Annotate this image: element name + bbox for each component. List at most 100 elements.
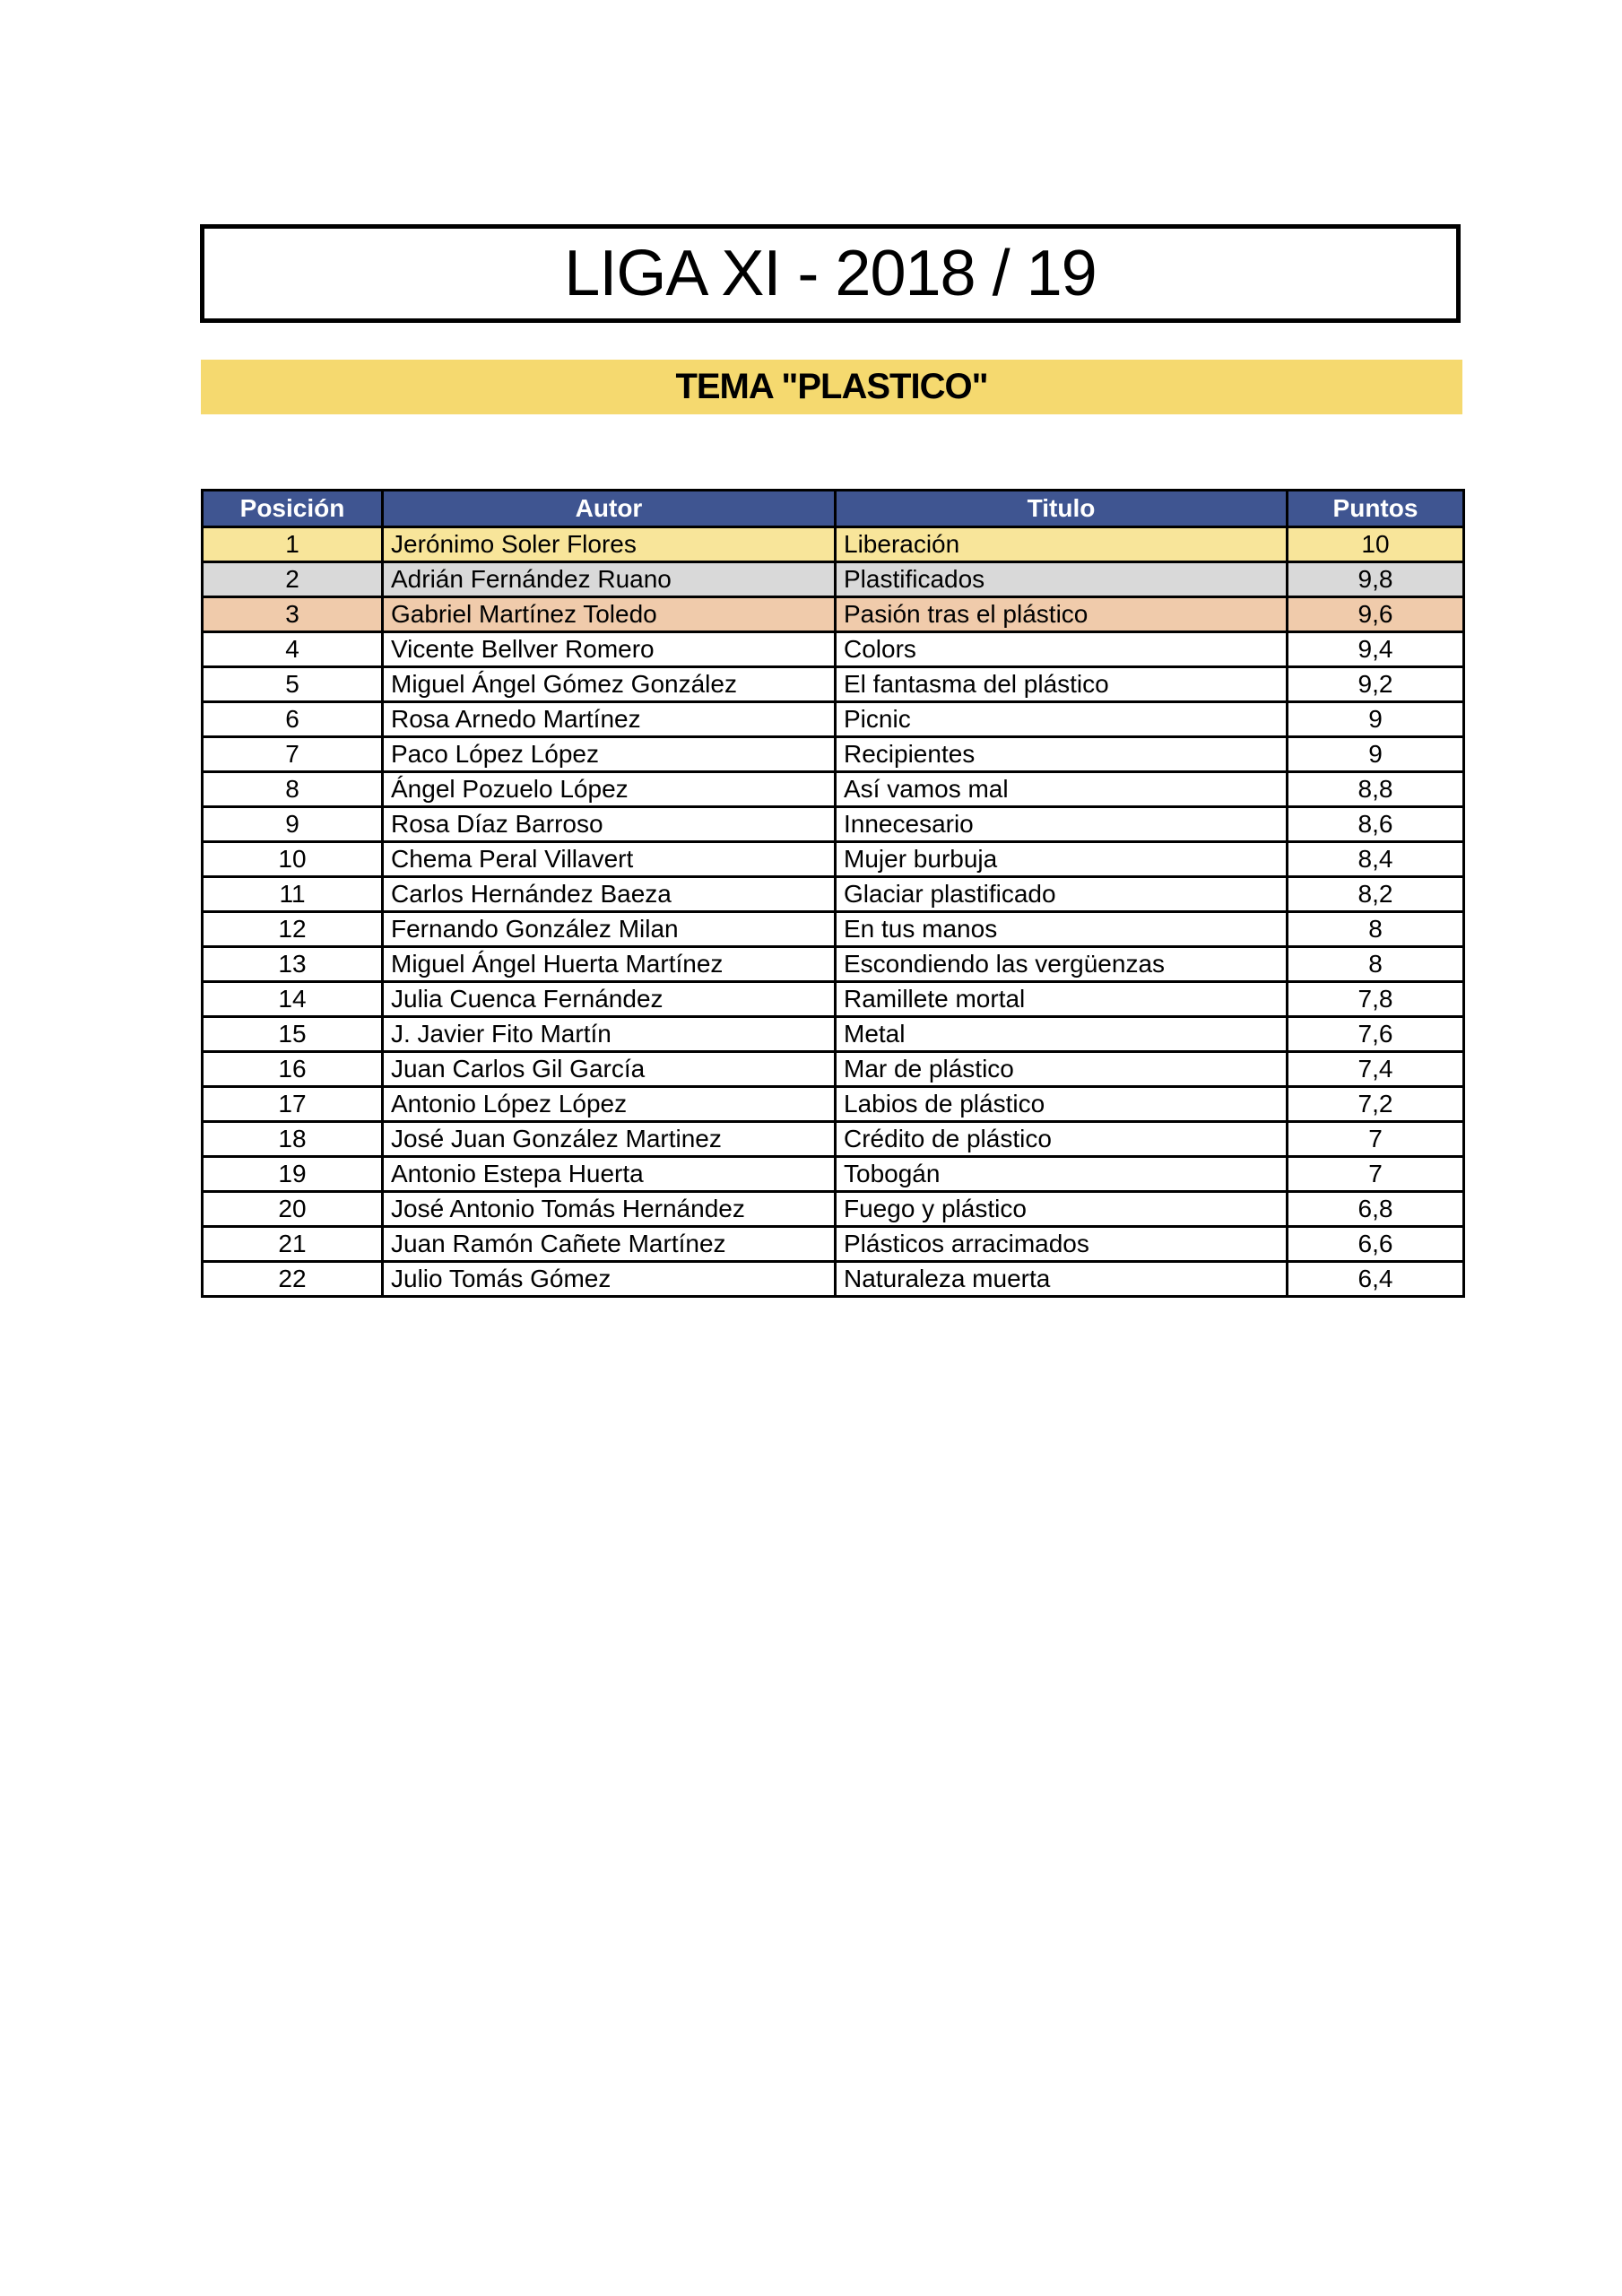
author-cell: Julio Tomás Gómez [381,1260,837,1298]
author-cell: Juan Carlos Gil García [381,1050,837,1088]
title-cell: Crédito de plástico [834,1120,1288,1158]
points-cell: 6,6 [1286,1225,1465,1263]
table-row: 13 Miguel Ángel Huerta Martínez Escondiend… [201,945,1465,983]
points-cell: 8 [1286,945,1465,983]
position-cell: 19 [201,1155,384,1193]
table-row: 18 José Juan González Martinez Crédito de … [201,1120,1465,1158]
table-row: 1 Jerónimo Soler Flores Liberación 10 [201,526,1465,563]
header-posicion: Posición [201,489,384,528]
points-cell: 6,8 [1286,1190,1465,1228]
title-cell: Ramillete mortal [834,980,1288,1018]
author-cell: Ángel Pozuelo López [381,770,837,808]
points-cell: 9,2 [1286,665,1465,703]
header-autor: Autor [381,489,837,528]
position-cell: 7 [201,735,384,773]
theme-banner: TEMA "PLASTICO" [201,360,1462,414]
position-cell: 1 [201,526,384,563]
position-cell: 10 [201,840,384,878]
table-row: 17 Antonio López López Labios de plástico 7… [201,1085,1465,1123]
points-cell: 9,8 [1286,561,1465,598]
author-cell: Julia Cuenca Fernández [381,980,837,1018]
position-cell: 13 [201,945,384,983]
table-row: 3 Gabriel Martínez Toledo Pasión tras el p… [201,596,1465,633]
title-cell: Tobogán [834,1155,1288,1193]
position-cell: 9 [201,805,384,843]
points-cell: 9 [1286,700,1465,738]
title-cell: Liberación [834,526,1288,563]
position-cell: 18 [201,1120,384,1158]
author-cell: José Antonio Tomás Hernández [381,1190,837,1228]
author-cell: Chema Peral Villavert [381,840,837,878]
position-cell: 2 [201,561,384,598]
author-cell: Paco López López [381,735,837,773]
position-cell: 11 [201,875,384,913]
table-row: 20 José Antonio Tomás Hernández Fuego y pl… [201,1190,1465,1228]
author-cell: Adrián Fernández Ruano [381,561,837,598]
points-cell: 7 [1286,1155,1465,1193]
table-row: 6 Rosa Arnedo Martínez Picnic 9 [201,700,1465,738]
position-cell: 8 [201,770,384,808]
table-row: 10 Chema Peral Villavert Mujer burbuja 8,4 [201,840,1465,878]
position-cell: 20 [201,1190,384,1228]
position-cell: 16 [201,1050,384,1088]
position-cell: 15 [201,1015,384,1053]
table-row: 15 J. Javier Fito Martín Metal 7,6 [201,1015,1465,1053]
title-cell: Mar de plástico [834,1050,1288,1088]
author-cell: José Juan González Martinez [381,1120,837,1158]
title-cell: Así vamos mal [834,770,1288,808]
title-cell: Glaciar plastificado [834,875,1288,913]
table-row: 5 Miguel Ángel Gómez González El fantasma … [201,665,1465,703]
position-cell: 5 [201,665,384,703]
points-cell: 9 [1286,735,1465,773]
table-row: 7 Paco López López Recipientes 9 [201,735,1465,773]
title-cell: Recipientes [834,735,1288,773]
position-cell: 21 [201,1225,384,1263]
title-cell: Metal [834,1015,1288,1053]
title-cell: Fuego y plástico [834,1190,1288,1228]
title-cell: En tus manos [834,910,1288,948]
author-cell: J. Javier Fito Martín [381,1015,837,1053]
table-row: 2 Adrián Fernández Ruano Plastificados 9,8 [201,561,1465,598]
points-cell: 7,8 [1286,980,1465,1018]
points-cell: 7,4 [1286,1050,1465,1088]
author-cell: Rosa Arnedo Martínez [381,700,837,738]
author-cell: Carlos Hernández Baeza [381,875,837,913]
author-cell: Rosa Díaz Barroso [381,805,837,843]
position-cell: 12 [201,910,384,948]
author-cell: Miguel Ángel Gómez González [381,665,837,703]
title-cell: Labios de plástico [834,1085,1288,1123]
table-row: 14 Julia Cuenca Fernández Ramillete mortal… [201,980,1465,1018]
points-cell: 7,6 [1286,1015,1465,1053]
table-row: 22 Julio Tomás Gómez Naturaleza muerta 6,4 [201,1260,1465,1298]
table-row: 21 Juan Ramón Cañete Martínez Plásticos ar… [201,1225,1465,1263]
title-cell: Naturaleza muerta [834,1260,1288,1298]
points-cell: 10 [1286,526,1465,563]
title-cell: El fantasma del plástico [834,665,1288,703]
title-cell: Plásticos arracimados [834,1225,1288,1263]
points-cell: 7 [1286,1120,1465,1158]
points-cell: 9,4 [1286,631,1465,668]
author-cell: Vicente Bellver Romero [381,631,837,668]
title-cell: Mujer burbuja [834,840,1288,878]
points-cell: 8,4 [1286,840,1465,878]
table-row: 9 Rosa Díaz Barroso Innecesario 8,6 [201,805,1465,843]
position-cell: 14 [201,980,384,1018]
author-cell: Juan Ramón Cañete Martínez [381,1225,837,1263]
author-cell: Antonio Estepa Huerta [381,1155,837,1193]
position-cell: 17 [201,1085,384,1123]
header-titulo: Titulo [834,489,1288,528]
points-cell: 6,4 [1286,1260,1465,1298]
title-cell: Plastificados [834,561,1288,598]
title-cell: Picnic [834,700,1288,738]
points-cell: 8,8 [1286,770,1465,808]
ranking-table: Posición Autor Titulo Puntos 1 Jerónimo S… [201,489,1465,1298]
title-cell: Pasión tras el plástico [834,596,1288,633]
position-cell: 22 [201,1260,384,1298]
author-cell: Antonio López López [381,1085,837,1123]
position-cell: 3 [201,596,384,633]
author-cell: Miguel Ángel Huerta Martínez [381,945,837,983]
points-cell: 8,6 [1286,805,1465,843]
author-cell: Jerónimo Soler Flores [381,526,837,563]
title-cell: Escondiendo las vergüenzas [834,945,1288,983]
table-row: 4 Vicente Bellver Romero Colors 9,4 [201,631,1465,668]
